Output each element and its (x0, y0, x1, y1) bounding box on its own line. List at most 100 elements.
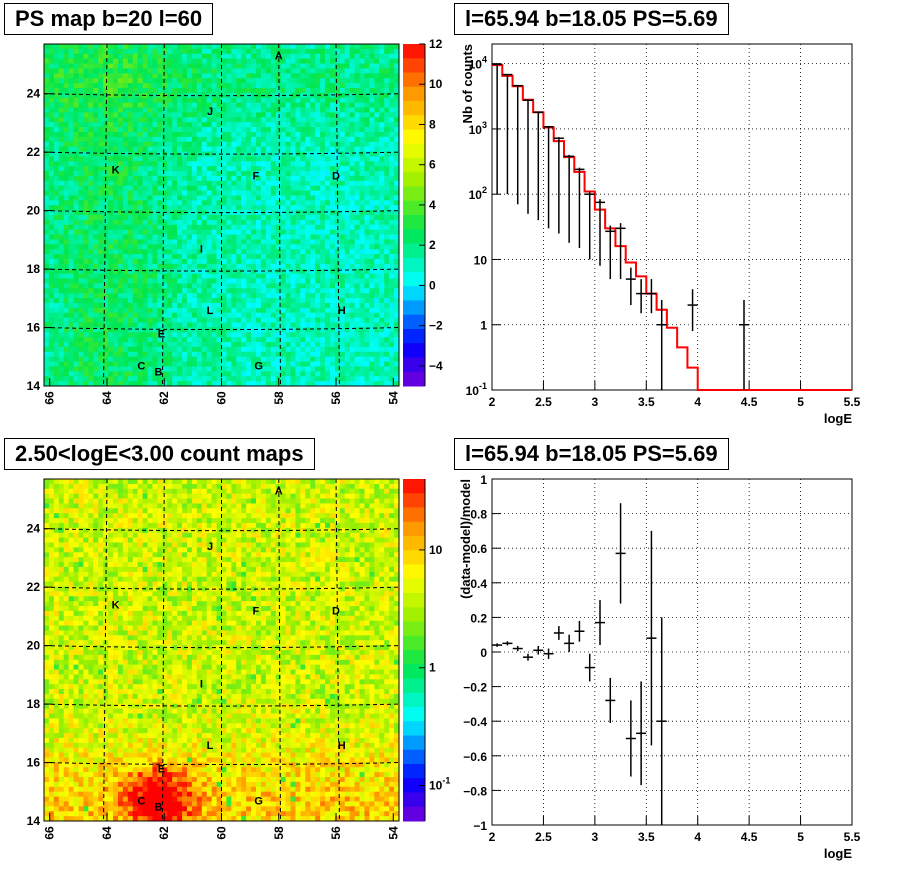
psmap-pixel (359, 180, 365, 187)
psmap-pixel (344, 224, 351, 231)
psmap-pixel (349, 263, 356, 270)
psmap-pixel (305, 68, 311, 74)
psmap-pixel (359, 268, 365, 275)
psmap-pixel (103, 381, 109, 387)
psmap-pixel (152, 185, 158, 192)
psmap-pixel (83, 210, 89, 216)
psmap-pixel (182, 205, 188, 211)
psmap-pixel (182, 239, 188, 245)
psmap-pixel (186, 351, 193, 358)
psmap-pixel (325, 278, 331, 284)
psmap-pixel (98, 68, 104, 74)
psmap-pixel (369, 278, 375, 284)
psmap-pixel (295, 283, 301, 289)
psmap-pixel (374, 332, 380, 338)
psmap-pixel (226, 356, 232, 363)
psmap-pixel (379, 44, 385, 50)
psmap-pixel (275, 87, 282, 94)
psmap-pixel (83, 87, 89, 94)
psmap-pixel (320, 156, 326, 162)
psmap-pixel (349, 244, 356, 250)
psmap-pixel (334, 87, 341, 94)
psmap-pixel (280, 288, 287, 294)
psmap-pixel (359, 53, 365, 60)
psmap-pixel (196, 185, 203, 192)
psmap-pixel (389, 298, 395, 304)
psmap-pixel (354, 371, 361, 377)
psmap-pixel (241, 234, 247, 240)
psmap-pixel (88, 302, 94, 309)
psmap-pixel (379, 371, 385, 377)
psmap-pixel (305, 356, 311, 363)
psmap-pixel (117, 273, 124, 280)
psmap-pixel (329, 205, 336, 211)
psmap-pixel (93, 58, 99, 65)
psmap-pixel (354, 68, 361, 74)
psmap-pixel (206, 58, 213, 65)
psmap-pixel (152, 141, 158, 148)
psmap-pixel (196, 141, 203, 148)
psmap-pixel (374, 298, 380, 304)
psmap-pixel (127, 239, 134, 245)
psmap-pixel (241, 44, 247, 50)
psmap-pixel (246, 131, 252, 138)
psmap-pixel (152, 337, 158, 343)
psmap-pixel (389, 317, 395, 323)
psmap-pixel (48, 288, 55, 294)
psmap-pixel (132, 171, 139, 177)
psmap-pixel (88, 175, 94, 182)
psmap-pixel (167, 131, 173, 138)
psmap-pixel (221, 112, 227, 118)
psmap-pixel (246, 346, 252, 353)
psmap-pixel (88, 205, 94, 211)
psmap-pixel (78, 356, 84, 363)
psmap-pixel (63, 102, 70, 109)
psmap-pixel (290, 146, 296, 152)
psmap-pixel (201, 146, 208, 152)
psmap-pixel (295, 224, 301, 231)
psmap-pixel (339, 283, 346, 289)
psmap-pixel (270, 381, 277, 387)
psmap-pixel (310, 239, 316, 245)
psmap-pixel (369, 107, 375, 113)
psmap-pixel (325, 44, 331, 50)
psmap-pixel (172, 141, 178, 148)
psmap-pixel (113, 366, 119, 372)
psmap-pixel (290, 166, 296, 172)
psmap-pixel (113, 210, 119, 216)
psmap-pixel (265, 53, 272, 60)
psmap-pixel (191, 73, 198, 79)
psmap-pixel (113, 273, 119, 280)
psmap-pixel (152, 122, 158, 128)
psmap-pixel (201, 239, 208, 245)
psmap-pixel (349, 200, 356, 206)
psmap-pixel (132, 190, 139, 196)
psmap-pixel (251, 141, 257, 148)
psmap-pixel (354, 258, 361, 265)
psmap-pixel (315, 381, 321, 387)
psmap-pixel (394, 58, 400, 65)
psmap-pixel (339, 200, 346, 206)
psmap-pixel (354, 107, 361, 113)
psmap-pixel (172, 146, 178, 152)
psmap-pixel (290, 117, 296, 123)
psmap-pixel (310, 268, 316, 275)
psmap-pixel (344, 122, 351, 128)
psmap-pixel (142, 381, 149, 387)
psmap-pixel (127, 219, 134, 226)
psmap-pixel (113, 53, 119, 60)
psmap-pixel (122, 215, 129, 221)
psmap-pixel (172, 302, 178, 309)
psmap-pixel (206, 229, 213, 236)
psmap-pixel (152, 312, 158, 319)
psmap-pixel (290, 185, 296, 192)
psmap-pixel (182, 298, 188, 304)
psmap-pixel (256, 83, 262, 89)
psmap-pixel (113, 161, 119, 167)
psmap-pixel (142, 205, 149, 211)
psmap-pixel (201, 136, 208, 143)
psmap-pixel (48, 161, 55, 167)
psmap-pixel (78, 131, 84, 138)
psmap-pixel (334, 249, 341, 255)
psmap-pixel (216, 97, 222, 104)
